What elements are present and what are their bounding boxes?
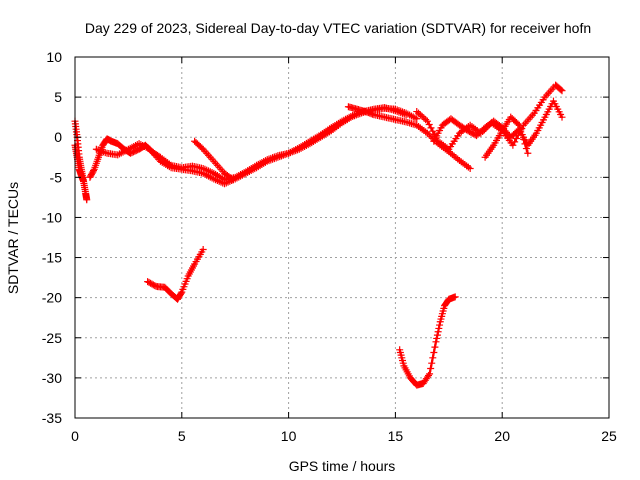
series-arc-2 (71, 141, 88, 185)
data-point (558, 113, 566, 121)
data-point (431, 343, 439, 351)
data-point (177, 289, 185, 297)
data-point (432, 338, 440, 346)
series-arc-5 (191, 137, 237, 184)
plot-frame (74, 56, 610, 419)
y-tick-label: 5 (54, 89, 62, 105)
data-point (426, 370, 434, 378)
chart-title: Day 229 of 2023, Sidereal Day-to-day VTE… (85, 20, 591, 36)
data-point (229, 176, 237, 184)
series-arc-10 (144, 246, 207, 303)
x-tick-label: 20 (494, 428, 510, 444)
y-tick-label: 10 (46, 49, 62, 65)
series-arc-4 (92, 104, 410, 188)
x-tick-label: 25 (601, 428, 617, 444)
x-tick-label: 0 (71, 428, 79, 444)
data-point (515, 121, 523, 129)
axis-ticks: 0 5 10 15 20 25 -35 -30 -25 -20 -15 -10 -5 0 5 10 (42, 49, 617, 444)
y-axis-label: SDTVAR / TECUs (5, 182, 21, 294)
y-tick-label: -35 (42, 410, 62, 426)
series-layer (71, 81, 566, 389)
data-point (518, 131, 526, 139)
data-point (80, 177, 88, 185)
data-point (433, 331, 441, 339)
data-point (434, 328, 442, 336)
data-point (436, 321, 444, 329)
data-point (430, 348, 438, 356)
y-tick-label: 0 (54, 129, 62, 145)
data-point (558, 87, 566, 95)
data-point (90, 167, 98, 175)
data-point (433, 334, 441, 342)
data-point (402, 111, 410, 119)
data-point (429, 354, 437, 362)
x-tick-label: 10 (281, 428, 297, 444)
data-point (522, 145, 530, 153)
data-point (199, 246, 207, 254)
series-arc-6 (344, 103, 474, 173)
data-point (466, 165, 474, 173)
data-point (83, 196, 91, 204)
y-tick-label: -5 (50, 169, 63, 185)
data-point (427, 365, 435, 373)
x-axis-label: GPS time / hours (289, 458, 396, 474)
y-tick-label: -20 (42, 290, 62, 306)
data-point (428, 359, 436, 367)
y-tick-label: -30 (42, 370, 62, 386)
data-point (228, 175, 236, 183)
data-point (435, 324, 443, 332)
y-tick-label: -25 (42, 330, 62, 346)
y-tick-label: -10 (42, 209, 62, 225)
series-arc-9 (481, 113, 532, 161)
x-tick-label: 5 (178, 428, 186, 444)
data-point (514, 120, 522, 128)
data-point (451, 293, 459, 301)
data-point (198, 144, 206, 152)
data-point (521, 140, 529, 148)
data-point (520, 135, 528, 143)
data-point (557, 86, 565, 94)
data-point (425, 371, 433, 379)
data-point (517, 126, 525, 134)
series-arc-11 (396, 293, 459, 389)
y-tick-label: -15 (42, 250, 62, 266)
x-tick-label: 15 (388, 428, 404, 444)
data-point (524, 149, 532, 157)
data-point (413, 115, 421, 123)
